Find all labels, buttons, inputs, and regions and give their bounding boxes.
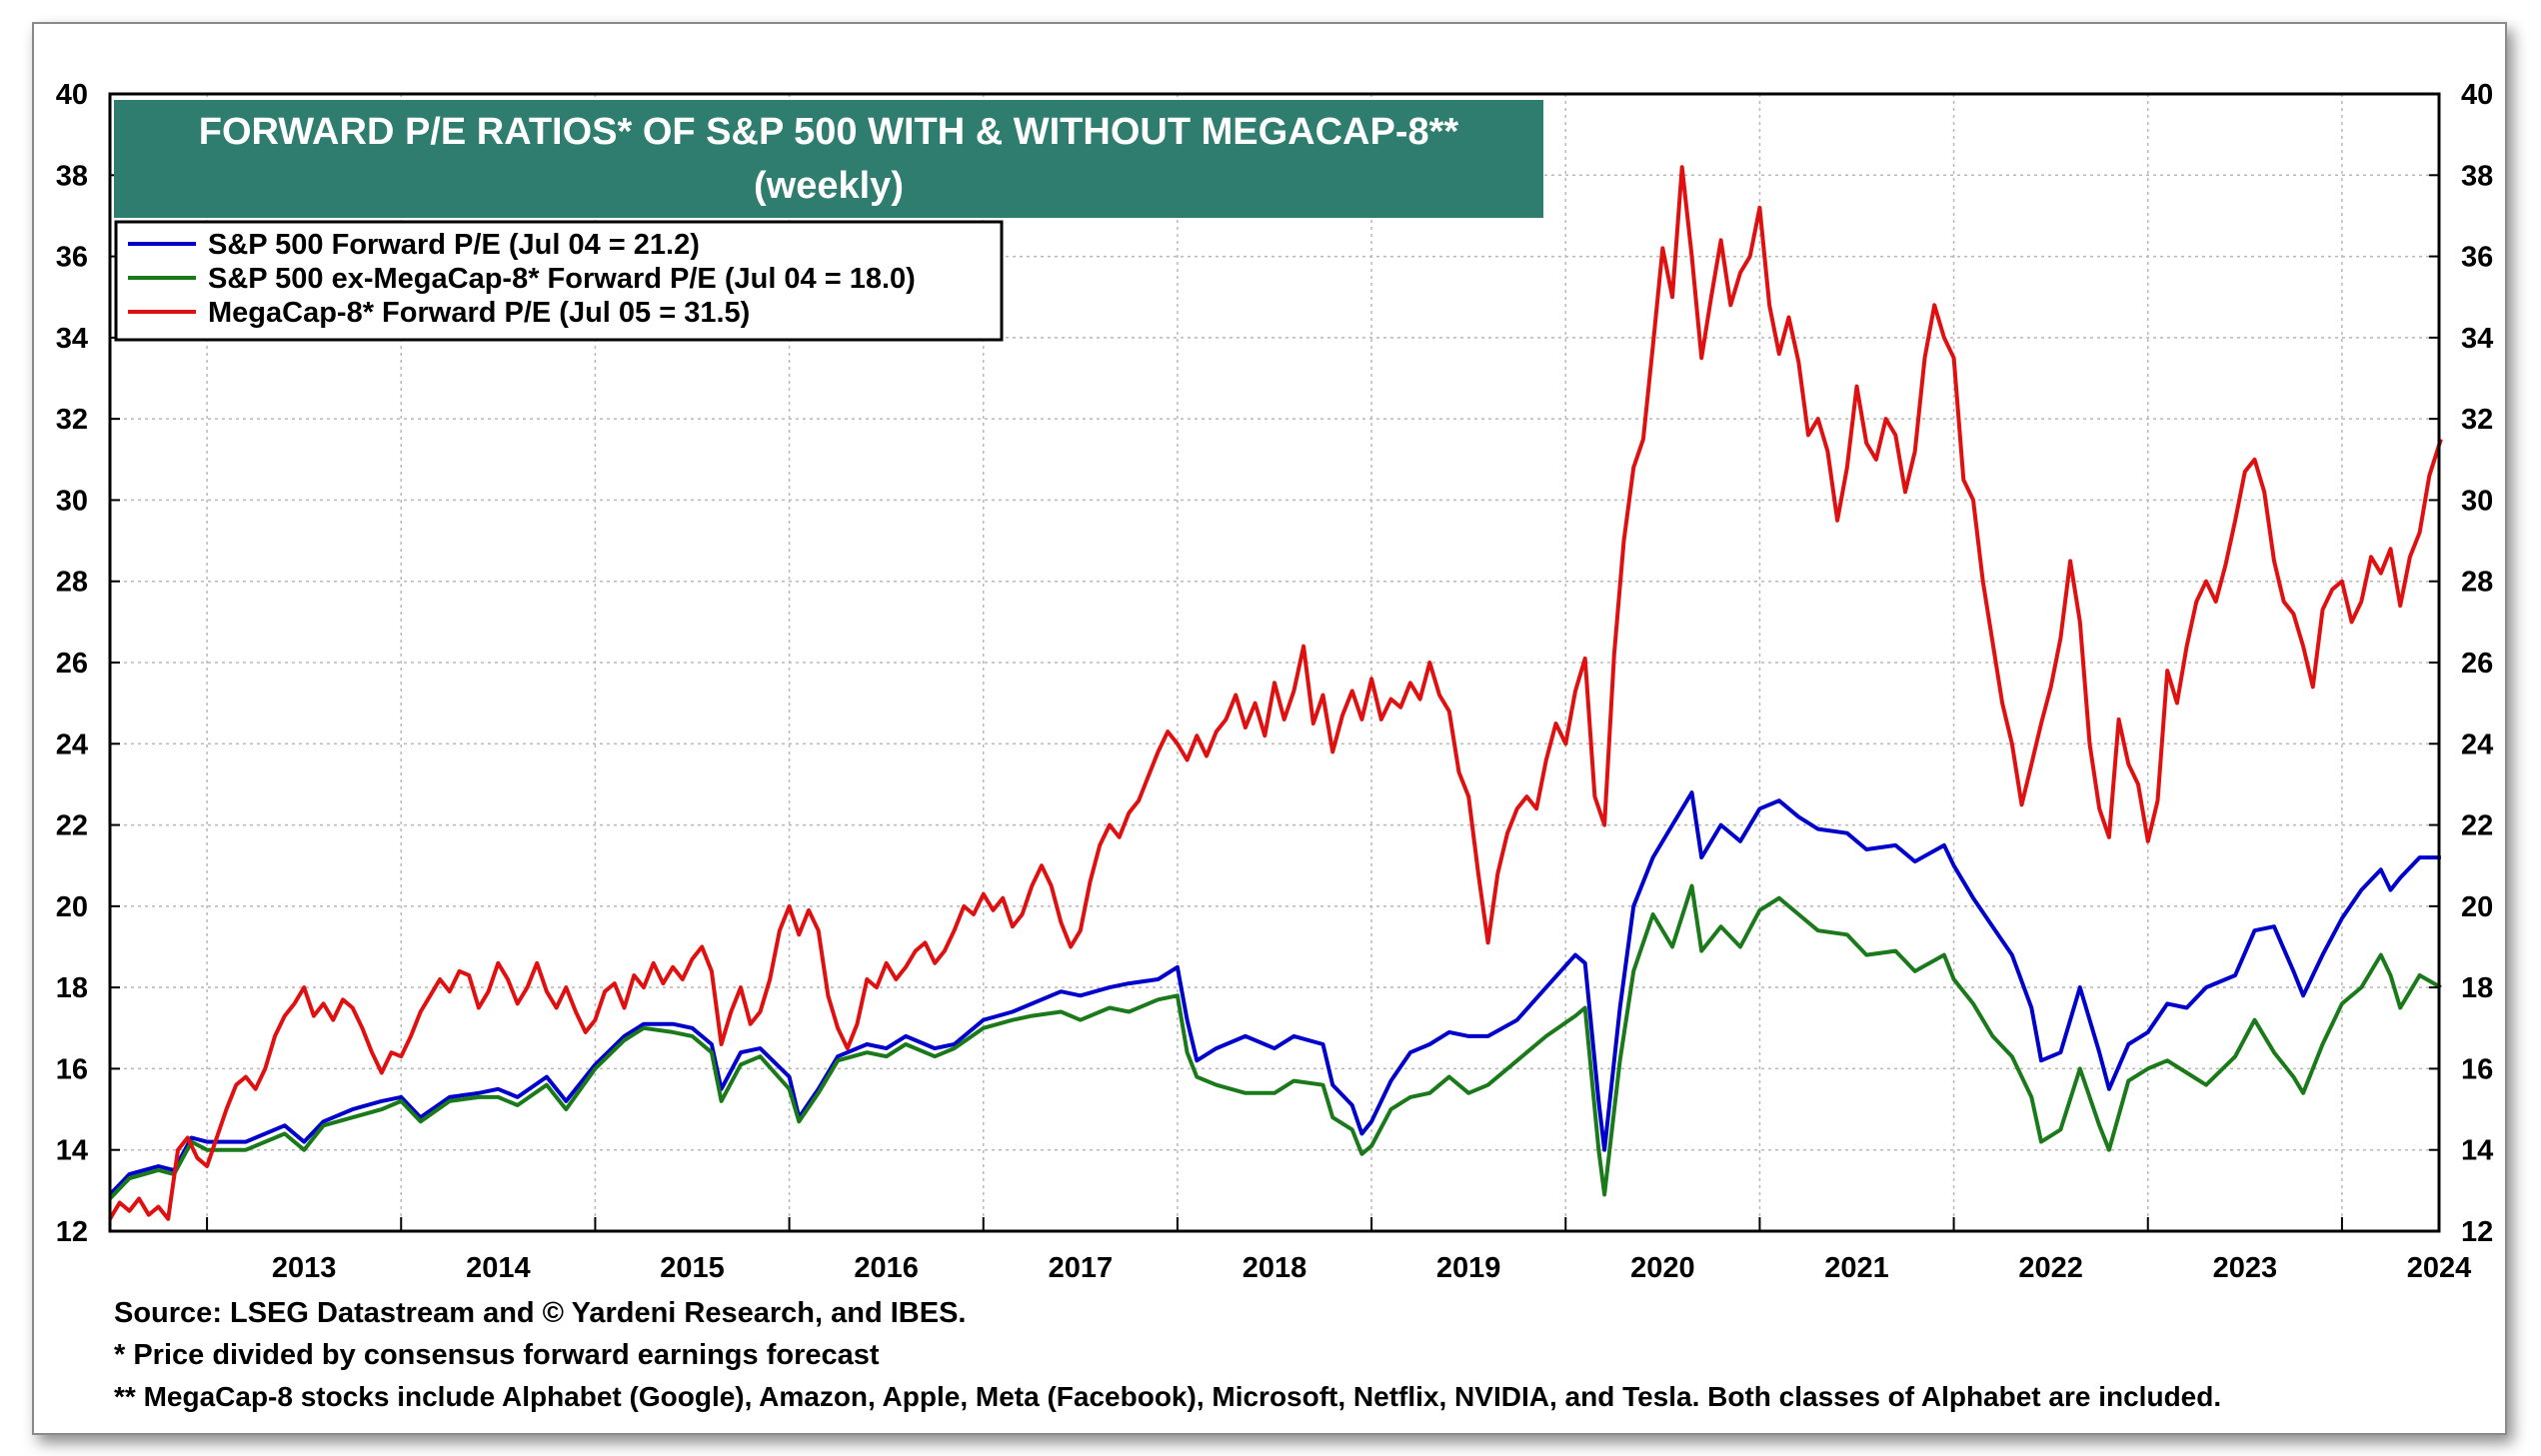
y-tick-label-right: 26 xyxy=(2461,648,2493,680)
title-background xyxy=(114,100,1543,218)
y-tick-label-left: 28 xyxy=(56,567,88,599)
y-tick-label-left: 16 xyxy=(56,1053,88,1085)
y-tick-label-left: 34 xyxy=(56,323,88,355)
y-tick-label-right: 30 xyxy=(2461,485,2493,517)
legend: S&P 500 Forward P/E (Jul 04 = 21.2)S&P 5… xyxy=(114,220,1004,342)
chart-title-box: FORWARD P/E RATIOS* OF S&P 500 WITH & WI… xyxy=(114,100,1543,218)
y-tick-label-left: 12 xyxy=(56,1216,88,1248)
footnote-megacap-definition: ** MegaCap-8 stocks include Alphabet (Go… xyxy=(114,1381,2222,1412)
y-tick-label-right: 34 xyxy=(2461,323,2493,355)
y-tick-label-right: 20 xyxy=(2461,891,2493,923)
x-tick-label: 2023 xyxy=(2213,1252,2278,1284)
y-tick-label-right: 38 xyxy=(2461,160,2493,192)
x-tick-label: 2016 xyxy=(854,1252,919,1284)
source-note: Source: LSEG Datastream and © Yardeni Re… xyxy=(114,1297,967,1329)
legend-label-3: MegaCap-8* Forward P/E (Jul 05 = 31.5) xyxy=(208,297,750,329)
y-tick-label-right: 40 xyxy=(2461,79,2493,111)
y-tick-label-left: 14 xyxy=(56,1135,88,1167)
y-tick-label-right: 18 xyxy=(2461,972,2493,1004)
footnote-price-definition: * Price divided by consensus forward ear… xyxy=(114,1339,880,1371)
x-tick-label: 2019 xyxy=(1436,1252,1501,1284)
y-tick-label-right: 32 xyxy=(2461,404,2493,436)
y-tick-label-right: 24 xyxy=(2461,728,2493,760)
legend-box xyxy=(114,220,1004,342)
series-line-3 xyxy=(108,165,2443,1221)
y-tick-label-right: 28 xyxy=(2461,567,2493,599)
x-tick-label: 2013 xyxy=(272,1252,337,1284)
y-tick-label-left: 20 xyxy=(56,891,88,923)
x-tick-label: 2014 xyxy=(466,1252,531,1284)
x-tick-label: 2021 xyxy=(1824,1252,1889,1284)
x-tick-label: 2015 xyxy=(660,1252,725,1284)
legend-label-2: S&P 500 ex-MegaCap-8* Forward P/E (Jul 0… xyxy=(208,263,916,295)
chart-subtitle: (weekly) xyxy=(754,165,904,207)
x-tick-label: 2018 xyxy=(1243,1252,1307,1284)
y-tick-label-left: 36 xyxy=(56,242,88,274)
series-line-2 xyxy=(108,883,2442,1200)
y-tick-label-left: 24 xyxy=(56,728,88,760)
y-tick-label-right: 16 xyxy=(2461,1053,2493,1085)
y-tick-label-left: 18 xyxy=(56,972,88,1004)
legend-label-1: S&P 500 Forward P/E (Jul 04 = 21.2) xyxy=(208,229,700,261)
y-tick-label-left: 30 xyxy=(56,485,88,517)
y-tick-label-left: 32 xyxy=(56,404,88,436)
x-tick-label: 2024 xyxy=(2407,1252,2472,1284)
x-tick-label: 2022 xyxy=(2018,1252,2083,1284)
y-tick-label-right: 22 xyxy=(2461,810,2493,842)
series-line-1 xyxy=(108,790,2441,1196)
y-tick-label-left: 40 xyxy=(56,79,88,111)
y-tick-label-right: 14 xyxy=(2461,1135,2493,1167)
y-tick-label-right: 12 xyxy=(2461,1216,2493,1248)
y-tick-label-left: 26 xyxy=(56,648,88,680)
y-tick-label-left: 38 xyxy=(56,160,88,192)
chart-title: FORWARD P/E RATIOS* OF S&P 500 WITH & WI… xyxy=(199,111,1459,153)
series-lines xyxy=(108,165,2443,1221)
y-tick-label-right: 36 xyxy=(2461,242,2493,274)
y-tick-label-left: 22 xyxy=(56,810,88,842)
x-tick-label: 2017 xyxy=(1049,1252,1114,1284)
x-tick-label: 2020 xyxy=(1630,1252,1695,1284)
